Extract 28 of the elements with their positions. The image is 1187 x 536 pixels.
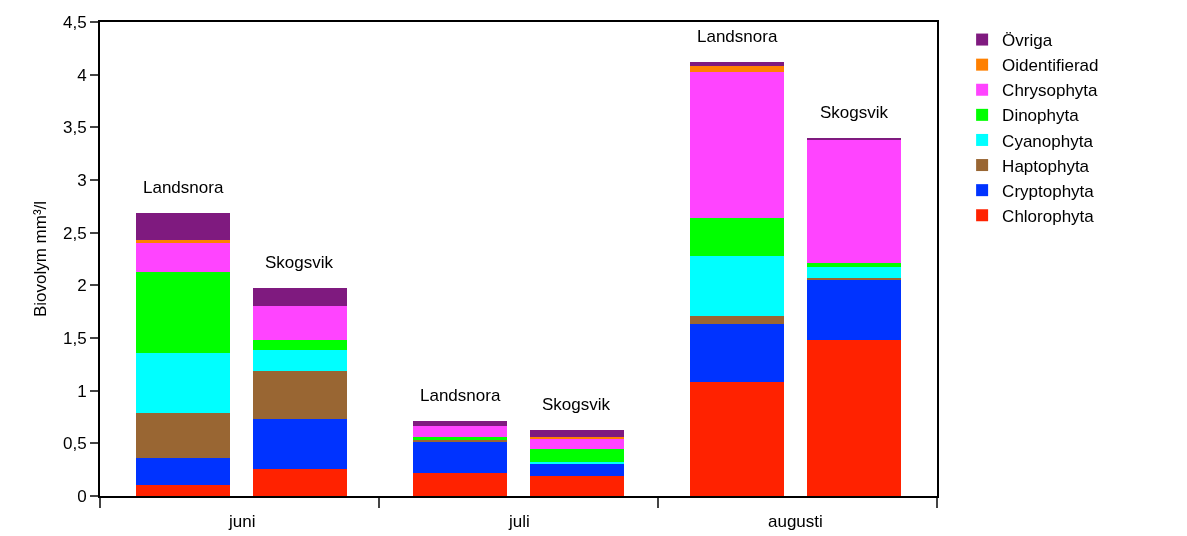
legend-label: Övriga	[1002, 31, 1053, 51]
legend-label: Chlorophyta	[1002, 206, 1095, 226]
y-tick-label: 4,5	[62, 12, 87, 32]
x-tick-label: Landsnora	[697, 27, 778, 46]
y-tick-label: 3	[77, 170, 87, 190]
legend-label: Oidentifierad	[1002, 56, 1099, 76]
legend-label: Cryptophyta	[1002, 181, 1095, 201]
text: juli	[508, 512, 530, 531]
y-axis-title: Biovolym mm³/l	[31, 200, 51, 318]
legend-label: Cyanophyta	[1002, 131, 1094, 151]
y-tick-label: 0,5	[62, 434, 87, 454]
x-tick-label: Skogsvik	[820, 103, 889, 122]
y-tick-label: 2	[77, 276, 87, 296]
y-tick-label: 0	[77, 486, 87, 506]
x-tick-label: Landsnora	[143, 178, 224, 197]
y-tick-label: 1	[77, 381, 87, 401]
y-tick-label: 2,5	[62, 223, 87, 243]
legend-label: Dinophyta	[1002, 106, 1080, 126]
x-tick-label: Landsnora	[420, 386, 501, 405]
legend-label: Haptophyta	[1002, 156, 1090, 176]
y-tick-label: 3,5	[62, 118, 87, 138]
y-tick-label: 1,5	[62, 328, 87, 348]
x-tick-label: Skogsvik	[265, 253, 334, 272]
x-tick-label: Skogsvik	[542, 395, 611, 414]
text: augusti	[768, 512, 823, 531]
legend-label: Chrysophyta	[1002, 81, 1099, 101]
text: juni	[228, 512, 256, 531]
y-tick-label: 4	[77, 65, 87, 85]
